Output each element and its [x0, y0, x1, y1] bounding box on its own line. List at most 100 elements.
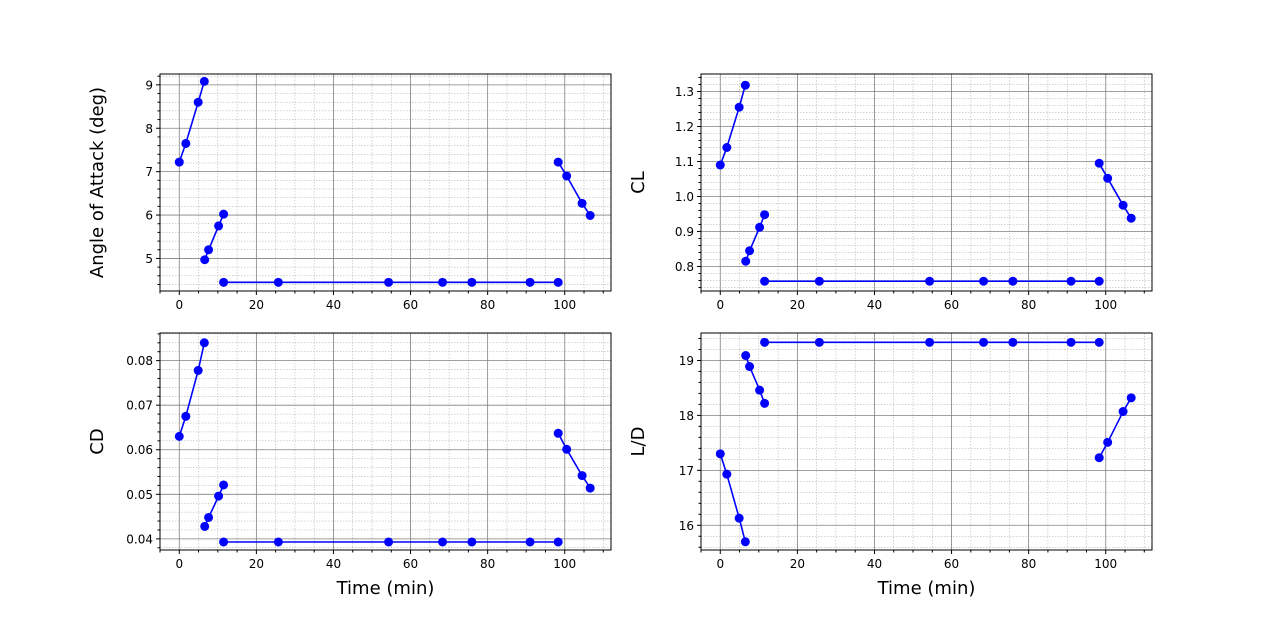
data-point [1066, 276, 1076, 286]
data-point [204, 512, 214, 522]
data-point [1126, 393, 1136, 403]
series-line-0 [719, 453, 747, 542]
series-line-1 [744, 355, 766, 404]
data-point [1008, 337, 1018, 347]
x-tick-label: 20 [249, 298, 264, 312]
data-point [1094, 453, 1104, 463]
data-point [1118, 200, 1128, 210]
data-point [181, 138, 191, 148]
x-axis-label: Time (min) [877, 578, 976, 599]
series-line-3 [557, 161, 591, 216]
data-point [193, 97, 203, 107]
data-point [1103, 437, 1113, 447]
x-tick-label: 60 [944, 298, 959, 312]
data-point [1094, 337, 1104, 347]
x-tick-label: 20 [249, 557, 264, 571]
data-point [1103, 173, 1113, 183]
data-point [204, 245, 214, 255]
data-point [174, 431, 184, 441]
data-point [438, 277, 448, 287]
y-tick-label: 5 [145, 252, 153, 266]
y-tick-label: 0.06 [126, 443, 153, 457]
data-point [1094, 158, 1104, 168]
data-point [734, 513, 744, 523]
x-tick-label: 0 [175, 557, 183, 571]
data-point [214, 221, 224, 231]
data-point [585, 210, 595, 220]
x-tick-label: 100 [1094, 557, 1117, 571]
series-line-0 [178, 81, 206, 163]
x-tick-label: 80 [480, 298, 495, 312]
x-tick-label: 100 [1094, 298, 1117, 312]
x-axis-label: Time (min) [336, 578, 435, 599]
y-tick-label: 1.1 [675, 155, 694, 169]
series-line-0 [178, 342, 206, 437]
data-point [979, 276, 989, 286]
data-point [577, 471, 587, 481]
data-point [174, 157, 184, 167]
data-point [219, 480, 229, 490]
x-tick-label: 60 [403, 298, 418, 312]
subplot-top-left: 0 20 40 60 80 100 5 6 7 8 9 Angle of Attack (deg) [87, 73, 612, 312]
series-line-1 [203, 484, 225, 527]
axes-frame [700, 73, 1153, 292]
axes-frame [159, 332, 612, 551]
y-tick-label: 0.05 [126, 488, 153, 502]
x-tick-label: 40 [867, 557, 882, 571]
data-point [200, 255, 210, 265]
data-point [715, 449, 725, 459]
y-tick-label: 1.0 [675, 190, 694, 204]
series-line-0 [719, 84, 747, 166]
data-point [384, 537, 394, 547]
data-point [722, 143, 732, 152]
data-point [438, 537, 448, 547]
y-tick-label: 17 [679, 464, 694, 478]
data-point [199, 76, 209, 86]
y-tick-label: 7 [145, 165, 153, 179]
data-point [755, 385, 765, 395]
data-point [760, 398, 770, 408]
series-line-1 [744, 214, 766, 262]
data-point [467, 537, 477, 547]
y-axis-label: CD [87, 428, 108, 454]
series-line-1 [203, 213, 225, 261]
data-point [1118, 407, 1128, 417]
x-tick-label: 40 [867, 298, 882, 312]
x-tick-label: 40 [326, 298, 341, 312]
y-tick-label: 8 [145, 122, 153, 136]
y-tick-label: 0.9 [675, 225, 694, 239]
data-point [745, 246, 755, 256]
x-tick-label: 60 [403, 557, 418, 571]
data-point [553, 277, 563, 287]
data-point [925, 276, 935, 286]
x-tick-label: 60 [944, 557, 959, 571]
data-point [200, 521, 210, 531]
x-tick-label: 100 [553, 557, 576, 571]
y-tick-label: 9 [145, 78, 153, 92]
data-point [553, 537, 563, 547]
data-point [740, 80, 750, 90]
series-line-3 [1098, 162, 1132, 219]
y-tick-label: 0.08 [126, 354, 153, 368]
x-tick-label: 0 [716, 557, 724, 571]
data-point [979, 337, 989, 347]
data-point [760, 276, 770, 286]
data-point [1094, 276, 1104, 286]
x-tick-label: 100 [553, 298, 576, 312]
data-point [467, 277, 477, 287]
y-axis-label: L/D [628, 427, 649, 457]
y-tick-label: 0.07 [126, 399, 153, 413]
x-tick-label: 80 [1021, 557, 1036, 571]
y-axis-label: CL [628, 171, 649, 194]
data-point [1066, 337, 1076, 347]
data-point [199, 338, 209, 348]
data-point [219, 277, 229, 287]
x-tick-label: 20 [790, 557, 805, 571]
x-tick-label: 0 [716, 298, 724, 312]
x-tick-label: 80 [480, 557, 495, 571]
y-axis-label: Angle of Attack (deg) [87, 87, 108, 278]
data-point [181, 411, 191, 421]
data-point [740, 537, 750, 547]
series-line-3 [1098, 397, 1132, 459]
